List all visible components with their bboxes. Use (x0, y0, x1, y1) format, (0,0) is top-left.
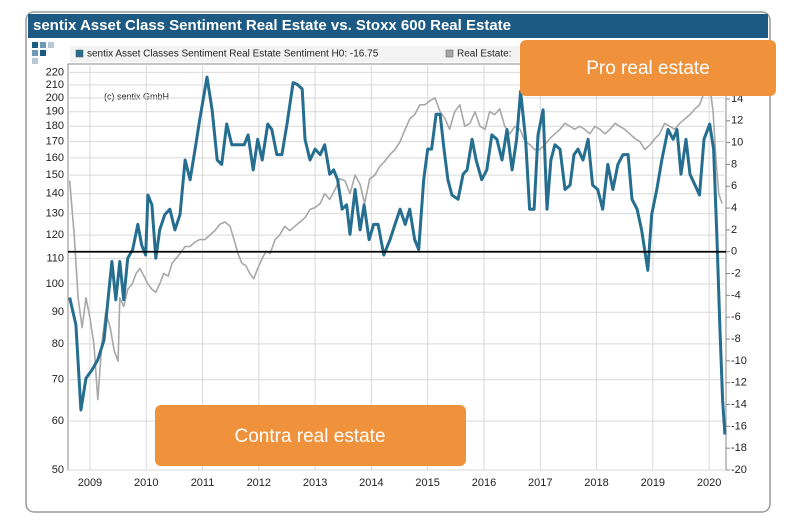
y2-tick-label: 12 (731, 115, 743, 127)
y2-tick-label: 6 (731, 180, 737, 192)
y-tick-label: 110 (46, 252, 64, 264)
y2-tick-label: -6 (731, 311, 741, 323)
callout-text: Pro real estate (586, 58, 710, 79)
y-tick-label: 80 (52, 338, 64, 350)
callout-box (155, 405, 466, 466)
y2-tick-label: -12 (731, 377, 747, 389)
y-tick-label: 150 (46, 169, 64, 181)
y2-tick-label: 4 (731, 202, 737, 214)
y2-tick-label: -2 (731, 267, 741, 279)
annotation: (c) sentix GmbH (104, 91, 169, 101)
y-tick-label: 190 (46, 106, 64, 118)
y-tick-label: 130 (46, 207, 64, 219)
y-tick-label: 220 (46, 66, 64, 78)
chart-title: sentix Asset Class Sentiment Real Estate… (33, 17, 511, 34)
callout-text: Contra real estate (234, 426, 385, 447)
title-bar (28, 14, 768, 38)
x-tick-label: 2011 (191, 477, 215, 489)
y2-tick-label: -10 (731, 355, 747, 367)
y2-tick-label: -20 (731, 464, 747, 476)
x-tick-label: 2020 (697, 477, 721, 489)
x-tick-label: 2019 (641, 477, 665, 489)
y-tick-label: 50 (52, 464, 64, 476)
x-tick-label: 2014 (359, 477, 383, 489)
y-tick-label: 120 (46, 229, 64, 241)
y2-tick-label: -18 (731, 442, 747, 454)
x-tick-label: 2015 (415, 477, 439, 489)
y-tick-label: 180 (46, 120, 64, 132)
legend-swatch (445, 49, 454, 58)
y-tick-label: 100 (46, 278, 64, 290)
x-tick-label: 2016 (472, 477, 496, 489)
y-tick-label: 60 (52, 415, 64, 427)
x-tick-label: 2017 (528, 477, 552, 489)
x-tick-label: 2012 (247, 477, 271, 489)
x-tick-label: 2018 (584, 477, 608, 489)
series-line (68, 84, 723, 401)
y2-tick-label: -16 (731, 420, 747, 432)
x-tick-label: 2009 (78, 477, 102, 489)
y2-tick-label: -4 (731, 289, 741, 301)
y-tick-label: 90 (52, 306, 64, 318)
x-tick-label: 2013 (303, 477, 327, 489)
y-tick-label: 210 (46, 79, 64, 91)
x-tick-label: 2010 (134, 477, 158, 489)
series-line (68, 75, 727, 435)
legend-label: sentix Asset Classes Sentiment Real Esta… (87, 49, 379, 60)
legend-label: Real Estate: (457, 49, 511, 60)
y-tick-label: 200 (46, 92, 64, 104)
callout-box (520, 40, 776, 96)
logo (32, 42, 54, 64)
y2-tick-label: 2 (731, 224, 737, 236)
y2-tick-label: 10 (731, 136, 743, 148)
legend-swatch (75, 49, 84, 58)
y2-tick-label: -14 (731, 398, 747, 410)
y-tick-label: 170 (46, 136, 64, 148)
y2-tick-label: 8 (731, 158, 737, 170)
y2-tick-label: -8 (731, 333, 741, 345)
y-tick-label: 140 (46, 188, 64, 200)
plot-area (67, 63, 727, 471)
y-tick-label: 160 (46, 152, 64, 164)
y-tick-label: 70 (52, 374, 64, 386)
y2-tick-label: 0 (731, 246, 737, 258)
